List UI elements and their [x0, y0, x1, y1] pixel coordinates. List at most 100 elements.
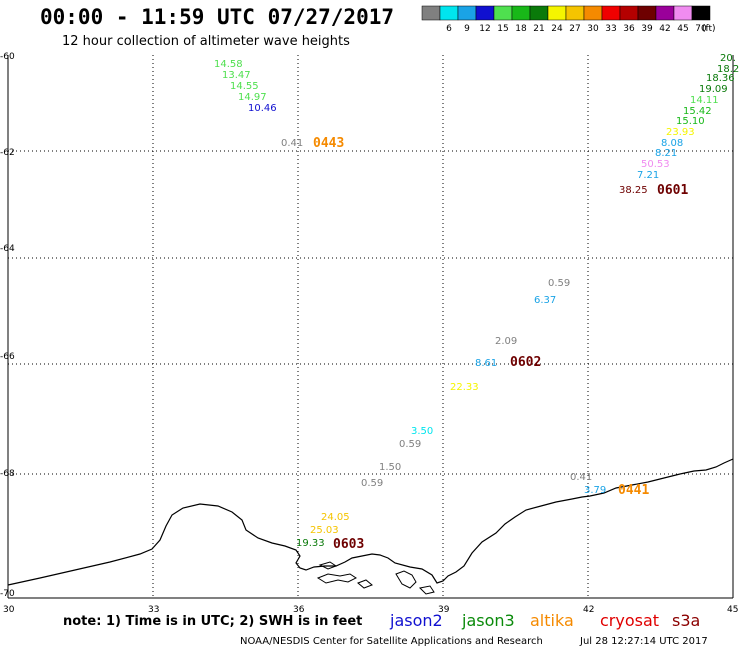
- swh-observation-label: 18.2: [717, 64, 739, 75]
- pass-time-label: 0602: [510, 355, 541, 370]
- satellite-pass-times: 0443 0601 0602 0441 0603: [313, 136, 688, 552]
- swh-observation-label: 6.37: [534, 295, 556, 306]
- colorbar-tick-label: 36: [623, 24, 635, 34]
- colorbar-tick-label: 39: [641, 24, 653, 34]
- colorbar-swatch: [493, 5, 513, 21]
- colorbar-swatch: [421, 5, 441, 21]
- colorbar-tick-label: 12: [479, 24, 490, 34]
- swh-observation-label: 14.11: [690, 95, 719, 106]
- satellite-legend-entry: jason2: [389, 611, 443, 630]
- colorbar-swatch: [691, 5, 711, 21]
- swh-observation-label: 7.21: [637, 170, 659, 181]
- colorbar-swatch: [619, 5, 639, 21]
- swh-observation-label: 14.58: [214, 59, 243, 70]
- swh-observation-label: 1.50: [379, 462, 401, 473]
- satellite-legend-entry: jason3: [461, 611, 515, 630]
- pass-time-label: 0443: [313, 136, 344, 151]
- lon-label: 33: [148, 605, 159, 615]
- lat-label: -70: [0, 589, 15, 599]
- colorbar-swatch: [583, 5, 603, 21]
- colorbar-tick-label: 27: [569, 24, 580, 34]
- colorbar-swatch: [601, 5, 621, 21]
- colorbar-swatch: [439, 5, 459, 21]
- lat-label: -68: [0, 469, 15, 479]
- swh-observation-label: 3.50: [411, 426, 433, 437]
- colorbar-tick-label: 70: [695, 24, 707, 34]
- swh-observation-label: 50.53: [641, 159, 670, 170]
- graticule: [8, 55, 733, 598]
- satellite-legend-entry: altika: [530, 611, 574, 630]
- colorbar-tick-label: 6: [446, 24, 452, 34]
- swh-observation-label: 38.25: [619, 185, 648, 196]
- generated-timestamp: Jul 28 12:27:14 UTC 2017: [579, 636, 708, 647]
- swh-observation-label: 0.59: [548, 278, 570, 289]
- swh-observation-label: 13.47: [222, 70, 251, 81]
- satellite-legend-entry: s3a: [672, 611, 700, 630]
- colorbar-tick-label: 15: [497, 24, 508, 34]
- map-subtitle: 12 hour collection of altimeter wave hei…: [62, 34, 350, 49]
- colorbar-swatch: [673, 5, 693, 21]
- units-note: note: 1) Time is in UTC; 2) SWH is in fe…: [63, 614, 362, 629]
- lat-label: -64: [0, 244, 15, 254]
- swh-observation-label: 10.46: [248, 103, 277, 114]
- satellite-legend: jason2 jason3 altika cryosat s3a: [389, 611, 700, 630]
- colorbar-swatch: [655, 5, 675, 21]
- colorbar-tick-label: 18: [515, 24, 527, 34]
- swh-observation-label: 23.93: [666, 127, 695, 138]
- swh-observation-label: 0.41: [570, 472, 592, 483]
- lon-label: 30: [3, 605, 15, 615]
- pass-time-label: 0603: [333, 537, 364, 552]
- swh-observation-label: 14.97: [238, 92, 267, 103]
- swh-observation-label: 24.05: [321, 512, 350, 523]
- pass-time-label: 0601: [657, 183, 688, 198]
- longitude-axis: 30 33 36 39 42 45: [3, 605, 738, 615]
- colorbar-tick-label: 24: [551, 24, 563, 34]
- swh-observation-label: 19.09: [699, 84, 728, 95]
- lon-label: 42: [583, 605, 594, 615]
- colorbar-tick-label: 9: [464, 24, 470, 34]
- colorbar-tick-label: 33: [605, 24, 616, 34]
- colorbar-swatch: [511, 5, 531, 21]
- colorbar-swatch: [529, 5, 549, 21]
- lat-label: -60: [0, 52, 15, 62]
- swh-observation-label: 25.03: [310, 525, 339, 536]
- swh-observation-label: 15.10: [676, 116, 705, 127]
- latitude-axis: -60 -62 -64 -66 -68 -70: [0, 52, 15, 599]
- colorbar-tick-label: 45: [677, 24, 688, 34]
- swh-observation-label: 0.41: [281, 138, 303, 149]
- coastline-islands: [316, 561, 435, 595]
- swh-observation-label: 22.33: [450, 382, 479, 393]
- colorbar-tick-label: 42: [659, 24, 670, 34]
- swh-observation-label: 0.59: [361, 478, 383, 489]
- swh-observation-label: 18.36: [706, 73, 735, 84]
- lat-label: -62: [0, 148, 15, 158]
- swh-observation-label: 14.55: [230, 81, 259, 92]
- swh-observation-label: 0.59: [399, 439, 421, 450]
- swh-observation-label: 8.61: [475, 358, 497, 369]
- coastline: [7, 458, 734, 586]
- colorbar-swatch: [457, 5, 477, 21]
- colorbar-swatch: [475, 5, 495, 21]
- colorbar-tick-label: 30: [587, 24, 599, 34]
- swh-observation-label: 2.09: [495, 336, 517, 347]
- swh-observation-label: 19.33: [296, 538, 325, 549]
- swh-observation-label: 8.08: [661, 138, 683, 149]
- colorbar-swatch: [547, 5, 567, 21]
- colorbar-tick-label: 21: [533, 24, 544, 34]
- map-frame: [7, 55, 734, 599]
- colorbar-unit: (ft): [702, 24, 716, 34]
- colorbar-legend: 6 9 12 15 18 21 24 27 30 33 36 39 42 45 70(ft): [421, 5, 716, 34]
- lat-label: -66: [0, 352, 15, 362]
- swh-observation-label: 8.21: [655, 148, 677, 159]
- swh-observation-label: 20.: [720, 53, 736, 64]
- swh-observation-label: 15.42: [683, 106, 712, 117]
- satellite-legend-entry: cryosat: [600, 611, 659, 630]
- lon-label: 39: [438, 605, 450, 615]
- pass-time-label: 0441: [618, 483, 649, 498]
- swh-observation-label: 3.79: [584, 485, 606, 496]
- map-title: 00:00 - 11:59 UTC 07/27/2017: [40, 5, 394, 29]
- colorbar-swatch: [565, 5, 585, 21]
